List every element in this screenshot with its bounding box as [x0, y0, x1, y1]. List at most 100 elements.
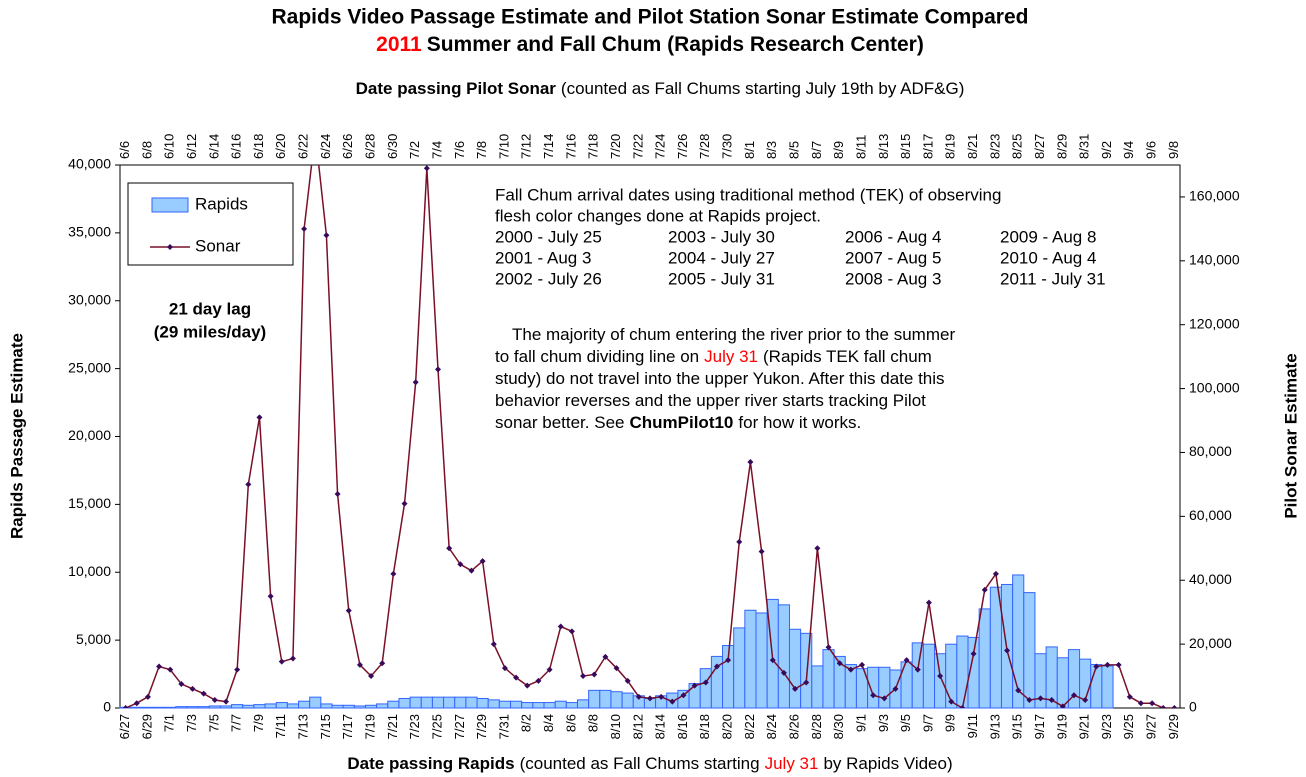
line-marker [1059, 703, 1066, 708]
bar [521, 702, 534, 709]
legend-marker [167, 244, 173, 250]
text-part: (Rapids TEK fall chum [763, 347, 932, 366]
line-marker [211, 697, 218, 704]
note-line: to fall chum dividing line on July 31 (Rap… [495, 347, 932, 366]
tek-header: Fall Chum arrival dates using traditiona… [495, 185, 1001, 204]
top-tick-label: 8/21 [965, 134, 980, 159]
x-axis-title: Date passing Rapids (counted as Fall Chum… [347, 754, 952, 773]
x-tick-label: 7/13 [296, 714, 311, 739]
text-part: Summer and Fall Chum (Rapids Research Ce… [427, 33, 924, 56]
x-tick-label: 9/7 [920, 714, 935, 732]
line-marker [758, 548, 765, 555]
line-marker [658, 693, 665, 700]
y-tick-label: 15,000 [68, 495, 111, 511]
line-marker [289, 655, 296, 662]
bar [275, 702, 288, 709]
legend-label: Sonar [195, 236, 241, 255]
bar [420, 696, 433, 709]
line-marker [1015, 687, 1022, 694]
tek-date: 2001 - Aug 3 [495, 248, 591, 267]
bar [599, 689, 612, 709]
x-tick-label: 8/4 [541, 714, 556, 732]
line-marker [1082, 697, 1089, 704]
bar [744, 609, 757, 709]
x-tick-label: 9/25 [1121, 714, 1136, 739]
x-tick-label: 7/17 [340, 714, 355, 739]
line-marker [825, 644, 832, 651]
line-marker [1115, 661, 1122, 668]
line-marker [379, 660, 386, 667]
line-marker [836, 660, 843, 667]
line-marker [390, 570, 397, 577]
line-marker [613, 665, 620, 672]
line-marker [1037, 695, 1044, 702]
line-marker [892, 685, 899, 692]
text-part: by Rapids Video) [823, 754, 952, 773]
top-tick-label: 7/2 [407, 141, 422, 159]
top-tick-label: 6/16 [229, 134, 244, 159]
x-tick-label: 9/1 [853, 714, 868, 732]
bar [978, 608, 991, 709]
bar [621, 692, 634, 709]
tek-header: flesh color changes done at Rapids proje… [495, 206, 821, 225]
line-marker [513, 674, 520, 681]
bar [141, 706, 154, 709]
line-marker [747, 459, 754, 466]
top-tick-label: 9/4 [1121, 141, 1136, 159]
x-tick-label: 7/29 [474, 714, 489, 739]
line-marker [948, 698, 955, 705]
bar [532, 702, 545, 709]
x-tick-label: 9/29 [1166, 714, 1181, 739]
top-tick-label: 8/15 [898, 134, 913, 159]
text-part: 2011 [376, 33, 422, 56]
x-tick-label: 7/7 [229, 714, 244, 732]
x-tick-label: 9/23 [1099, 714, 1114, 739]
line-marker [189, 685, 196, 692]
line-marker [1093, 663, 1100, 670]
bar [286, 703, 300, 709]
x-tick-label: 8/10 [608, 714, 623, 739]
tek-date: 2008 - Aug 3 [845, 269, 941, 288]
text-part: for how it works. [738, 413, 861, 432]
y2-tick-label: 80,000 [1189, 443, 1232, 459]
top-tick-label: 7/12 [519, 134, 534, 159]
bar [164, 706, 177, 709]
top-tick-label: 8/7 [809, 141, 824, 159]
line-marker [792, 685, 799, 692]
line-marker [847, 666, 854, 673]
top-tick-label: 9/8 [1166, 141, 1181, 159]
y-axis-title: Rapids Passage Estimate [7, 333, 26, 539]
line-marker [691, 682, 698, 689]
note-line: The majority of chum entering the river … [512, 325, 955, 344]
line-marker [881, 695, 888, 702]
line-marker [412, 379, 419, 386]
line-marker [903, 657, 910, 664]
top-tick-label: 8/1 [742, 141, 757, 159]
line-marker [803, 679, 810, 686]
line-marker [669, 698, 676, 705]
text-part: study) do not travel into the upper Yuko… [495, 369, 945, 388]
bar [342, 704, 355, 709]
legend-box [127, 182, 294, 266]
x-tick-label: 8/8 [586, 714, 601, 732]
tek-date: 2003 - July 30 [668, 227, 775, 246]
bar [1090, 664, 1103, 709]
top-tick-label: 7/14 [541, 134, 556, 159]
tek-date: 2010 - Aug 4 [1000, 248, 1096, 267]
x-tick-label: 8/6 [563, 714, 578, 732]
x-tick-label: 9/17 [1032, 714, 1047, 739]
x-tick-label: 9/27 [1144, 714, 1159, 739]
bar [376, 703, 389, 709]
bar [398, 697, 411, 709]
y-tick-label: 20,000 [68, 427, 111, 443]
line-marker [546, 666, 553, 673]
bar [788, 628, 802, 709]
line-marker [1137, 700, 1144, 707]
top-tick-label: 6/14 [206, 134, 221, 159]
bar [320, 703, 333, 709]
y-tick-label: 5,000 [76, 631, 111, 647]
top-tick-label: 8/17 [920, 134, 935, 159]
top-tick-label: 8/25 [1010, 134, 1025, 159]
tek-date: 2002 - July 26 [495, 269, 602, 288]
y2-tick-label: 40,000 [1189, 571, 1232, 587]
